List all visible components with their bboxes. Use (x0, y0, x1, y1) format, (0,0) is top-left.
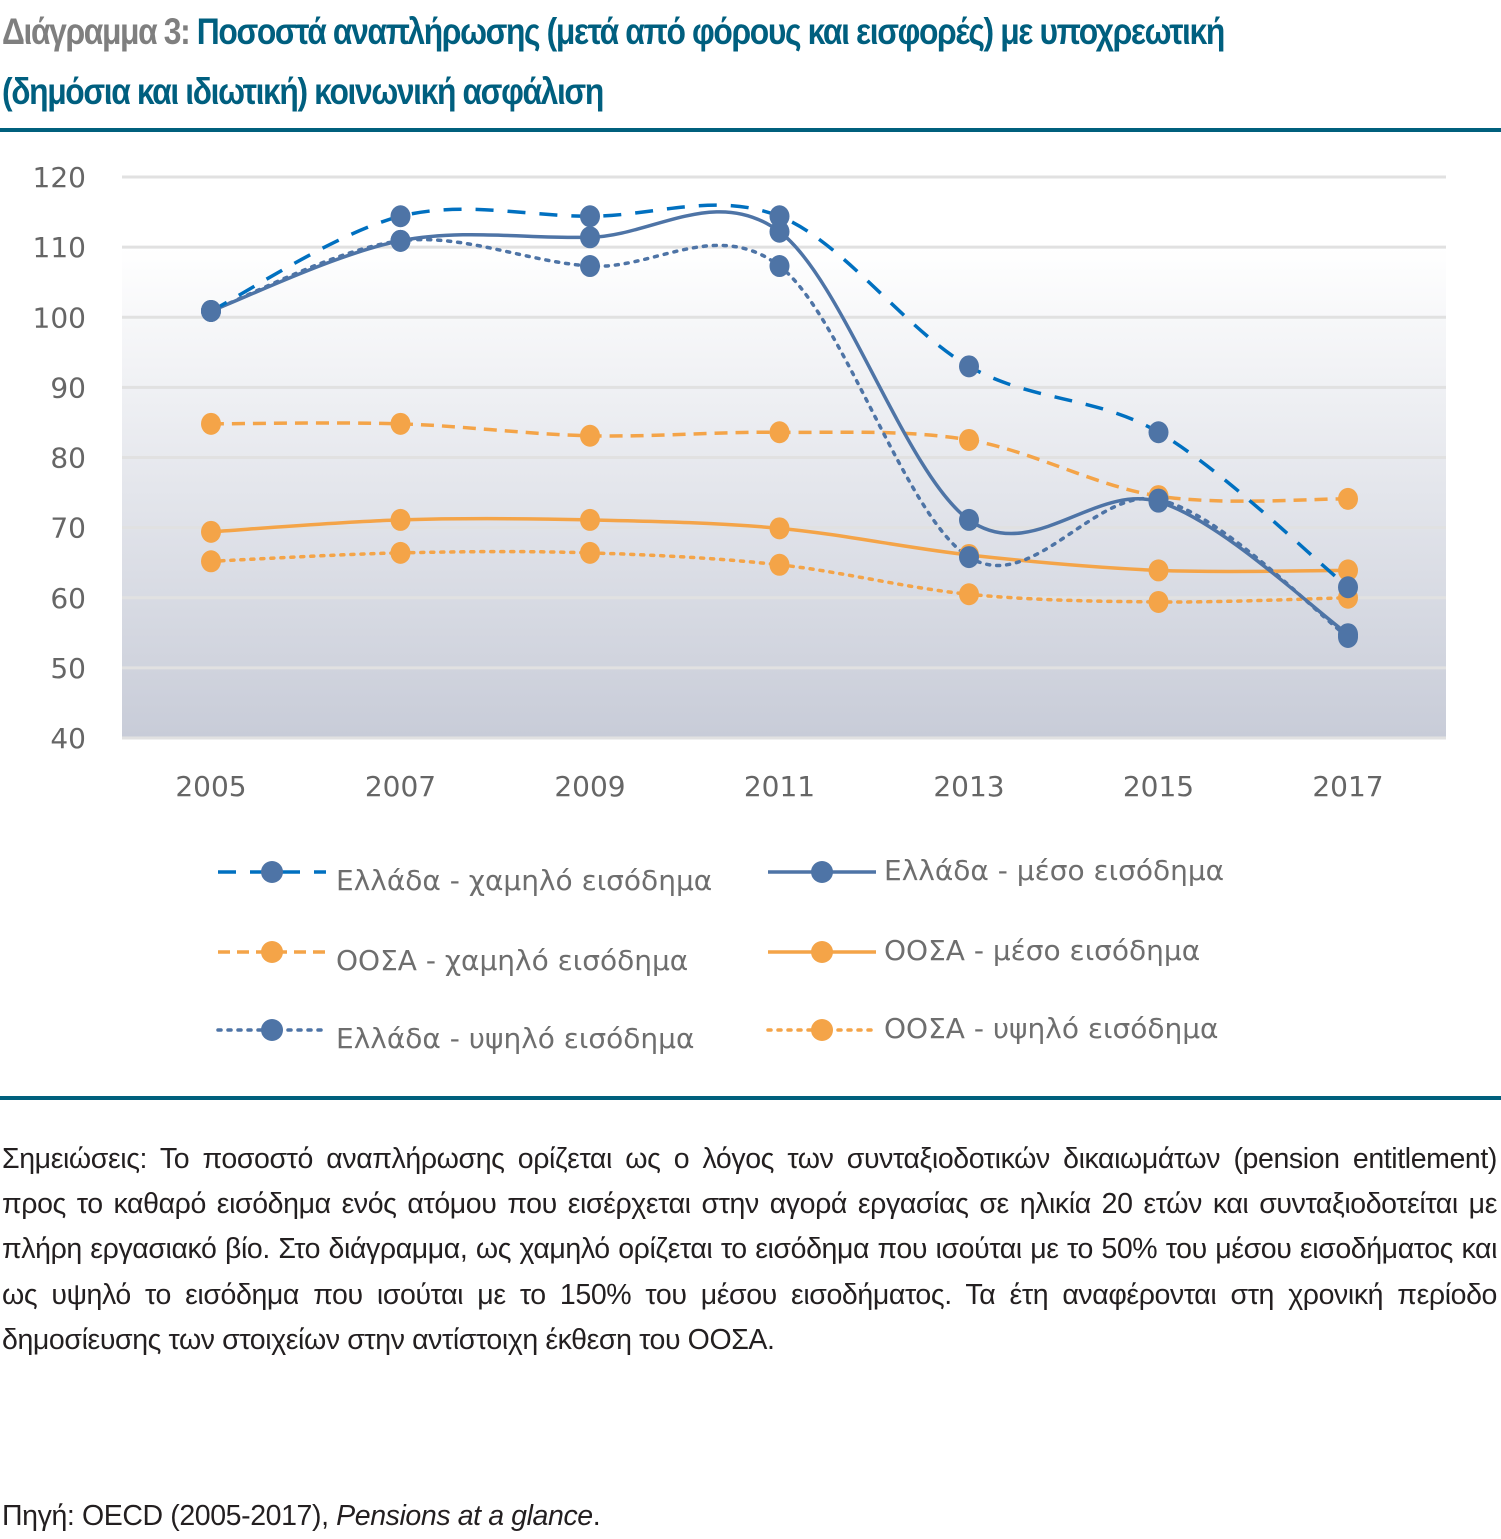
marker-gr_high (769, 255, 790, 278)
series-markers (201, 205, 1358, 649)
legend-label: ΟΟΣΑ - μέσο εισόδημα (884, 934, 1200, 967)
legend-marker-swatch (261, 861, 283, 883)
marker-gr_high (959, 546, 979, 569)
marker-oecd_mid (201, 520, 221, 543)
x-tick-label: 2011 (744, 770, 815, 803)
marker-oecd_low (1338, 487, 1358, 510)
x-tick-label: 2013 (933, 770, 1004, 803)
marker-oecd_high (201, 550, 221, 573)
legend-marker-swatch (261, 941, 283, 963)
marker-oecd_low (201, 412, 221, 435)
marker-gr_mid (1338, 623, 1358, 646)
marker-oecd_mid (390, 508, 411, 531)
y-tick-label: 40 (50, 722, 86, 755)
source-publication: Pensions at a glance (336, 1500, 593, 1532)
marker-gr_mid (769, 220, 790, 243)
legend-item-oecd_high: ΟΟΣΑ - υψηλό εισόδημα (766, 1012, 1218, 1045)
legend-item-oecd_low: ΟΟΣΑ - χαμηλό εισόδημα (218, 941, 688, 977)
y-tick-label: 100 (33, 301, 86, 334)
legend-item-gr_low: Ελλάδα - χαμηλό εισόδημα (218, 861, 712, 897)
marker-oecd_high (390, 541, 411, 564)
y-tick-label: 90 (50, 371, 86, 404)
y-tick-label: 120 (33, 161, 86, 194)
marker-oecd_low (580, 424, 600, 447)
y-tick-label: 80 (50, 442, 86, 475)
marker-gr_mid (580, 226, 600, 249)
plot-area (122, 247, 1446, 738)
y-tick-label: 70 (50, 512, 86, 545)
chart-source: Πηγή: OECD (2005-2017), Pensions at a gl… (2, 1494, 601, 1539)
legend-marker-swatch (811, 941, 833, 963)
x-tick-label: 2015 (1123, 770, 1194, 803)
marker-oecd_mid (580, 508, 600, 531)
marker-oecd_high (959, 583, 979, 606)
legend-label: ΟΟΣΑ - υψηλό εισόδημα (884, 1012, 1218, 1045)
x-tick-label: 2007 (365, 770, 436, 803)
y-tick-label: 60 (50, 582, 86, 615)
marker-oecd_high (1148, 590, 1169, 613)
marker-oecd_low (390, 412, 411, 435)
y-tick-label: 50 (50, 652, 86, 685)
marker-oecd_mid (769, 517, 790, 540)
marker-oecd_mid (1338, 559, 1358, 582)
marker-gr_low (959, 355, 979, 378)
chart-notes: Σημειώσεις: Το ποσοστό αναπλήρωσης ορίζε… (2, 1137, 1497, 1363)
marker-gr_low (1338, 576, 1358, 599)
legend-label: Ελλάδα - χαμηλό εισόδημα (336, 864, 712, 897)
marker-oecd_high (580, 541, 600, 564)
legend-marker-swatch (261, 1019, 283, 1041)
legend-item-oecd_mid: ΟΟΣΑ - μέσο εισόδημα (768, 934, 1200, 967)
marker-oecd_mid (1148, 559, 1169, 582)
gridlines (122, 175, 1446, 740)
legend-item-gr_high: Ελλάδα - υψηλό εισόδημα (216, 1019, 694, 1055)
title-line-1: Διάγραμμα 3: Ποσοστά αναπλήρωσης (μετά α… (2, 2, 1498, 62)
bottom-rule-divider (0, 1096, 1501, 1100)
marker-gr_high (580, 255, 600, 278)
legend-marker-swatch (811, 1019, 833, 1041)
marker-gr_low (769, 205, 790, 228)
legend-item-gr_mid: Ελλάδα - μέσο εισόδημα (768, 854, 1224, 887)
notes-text: Σημειώσεις: Το ποσοστό αναπλήρωσης ορίζε… (2, 1143, 1497, 1356)
marker-gr_low (580, 205, 600, 228)
marker-gr_mid (390, 229, 411, 252)
x-tick-label: 2005 (175, 770, 246, 803)
marker-gr_mid (959, 508, 979, 531)
marker-gr_low (201, 299, 221, 322)
legend-label: Ελλάδα - υψηλό εισόδημα (336, 1022, 694, 1055)
top-rule-divider (0, 128, 1501, 132)
legend-label: ΟΟΣΑ - χαμηλό εισόδημα (336, 944, 688, 977)
y-axis-ticks: 40 50 60 70 80 90 100 110 120 (33, 161, 86, 755)
title-main-line-1: Ποσοστά αναπλήρωσης (μετά από φόρους και… (196, 11, 1226, 52)
legend-label: Ελλάδα - μέσο εισόδημα (884, 854, 1224, 887)
legend-marker-swatch (811, 861, 833, 883)
title-main-line-2: (δημόσια και ιδιωτική) κοινωνική ασφάλισ… (2, 71, 604, 112)
marker-gr_low (390, 205, 411, 228)
x-axis-ticks: 2005 2007 2009 2011 2013 2015 2017 (175, 770, 1383, 803)
legend: Ελλάδα - χαμηλό εισόδημα Ελλάδα - μέσο ει… (216, 854, 1224, 1055)
title-prefix: Διάγραμμα 3: (2, 11, 197, 52)
marker-oecd_low (959, 428, 979, 451)
marker-oecd_high (769, 553, 790, 576)
source-prefix: Πηγή: OECD (2005-2017), (2, 1500, 337, 1532)
marker-oecd_low (769, 421, 790, 444)
marker-gr_low (1148, 421, 1169, 444)
chart-title: Διάγραμμα 3: Ποσοστά αναπλήρωσης (μετά α… (2, 2, 1498, 122)
x-tick-label: 2017 (1312, 770, 1383, 803)
x-tick-label: 2009 (554, 770, 625, 803)
y-tick-label: 110 (33, 231, 86, 264)
source-suffix: . (592, 1500, 601, 1532)
marker-gr_mid (1148, 490, 1169, 513)
